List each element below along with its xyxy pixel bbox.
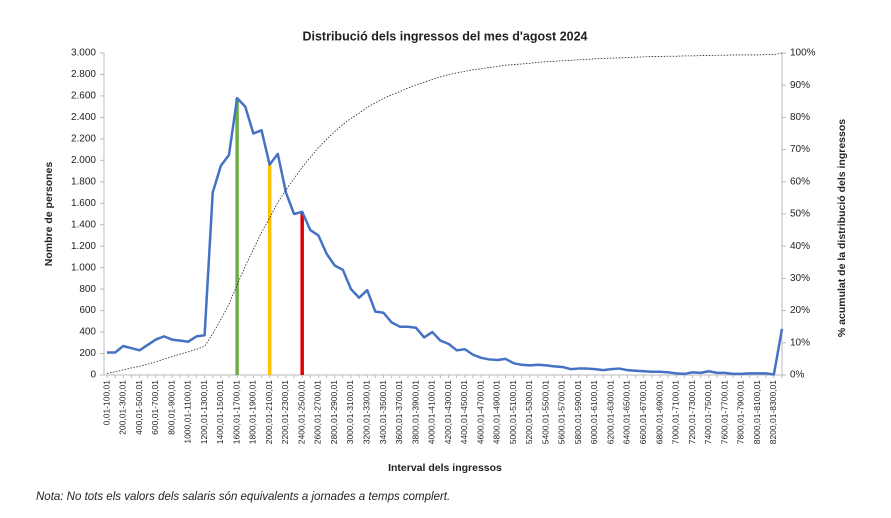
y-tick-label: 400	[79, 327, 96, 338]
y2-tick-label: 40%	[790, 241, 810, 252]
y-tick-label: 2.200	[71, 134, 96, 145]
chart-title: Distribució dels ingressos del mes d'ago…	[302, 29, 587, 43]
y-tick-label: 1.600	[71, 198, 96, 209]
x-tick-label: 2600,01-2700,01	[313, 380, 323, 445]
x-tick-label: 6200,01-6300,01	[605, 380, 615, 445]
y2-tick-label: 70%	[790, 144, 810, 155]
y-tick-label: 1.000	[71, 262, 96, 273]
x-tick-label: 5000,01-5100,01	[508, 380, 518, 445]
x-tick-label: 4600,01-4700,01	[475, 380, 485, 445]
x-tick-label: 8000,01-8100,01	[752, 380, 762, 445]
y2-tick-label: 20%	[790, 305, 810, 316]
y2-tick-label: 50%	[790, 209, 810, 220]
x-tick-label: 5200,01-5300,01	[524, 380, 534, 445]
x-tick-label: 4200,01-4300,01	[443, 380, 453, 445]
x-tick-label: 3800,01-3900,01	[410, 380, 420, 445]
x-tick-label: 1400,01-1500,01	[215, 380, 225, 445]
x-tick-label: 8200,01-8300,01	[768, 380, 778, 445]
x-tick-label: 600,01-700,01	[150, 380, 160, 435]
x-tick-label: 7000,01-7100,01	[671, 380, 681, 445]
y2-tick-label: 100%	[790, 48, 816, 59]
x-tick-label: 2800,01-2900,01	[329, 380, 339, 445]
y-tick-label: 800	[79, 284, 96, 295]
x-tick-label: 2000,01-2100,01	[264, 380, 274, 445]
x-tick-label: 800,01-900,01	[166, 380, 176, 435]
x-tick-label: 1600,01-1700,01	[231, 380, 241, 445]
y2-tick-label: 90%	[790, 80, 810, 91]
y-tick-label: 1.200	[71, 241, 96, 252]
x-tick-label: 5800,01-5900,01	[573, 380, 583, 445]
y-tick-label: 600	[79, 305, 96, 316]
y-tick-label: 1.800	[71, 176, 96, 187]
x-tick-label: 6000,01-6100,01	[589, 380, 599, 445]
y-tick-label: 1.400	[71, 219, 96, 230]
x-tick-label: 5600,01-5700,01	[557, 380, 567, 445]
x-tick-label: 7200,01-7300,01	[687, 380, 697, 445]
y2-tick-label: 60%	[790, 176, 810, 187]
y-tick-label: 2.600	[71, 91, 96, 102]
x-tick-label: 7800,01-7900,01	[736, 380, 746, 445]
x-tick-label: 3000,01-3100,01	[345, 380, 355, 445]
y2-tick-label: 80%	[790, 112, 810, 123]
x-tick-label: 7400,01-7500,01	[703, 380, 713, 445]
x-tick-label: 7600,01-7700,01	[719, 380, 729, 445]
x-tick-label: 3200,01-3300,01	[361, 380, 371, 445]
y-tick-label: 2.400	[71, 112, 96, 123]
x-tick-label: 4800,01-4900,01	[492, 380, 502, 445]
y2-axis-title: % acumulat de la distribució dels ingres…	[836, 119, 848, 337]
x-tick-label: 1800,01-1900,01	[248, 380, 258, 445]
y2-tick-label: 30%	[790, 273, 810, 284]
y2-tick-label: 0%	[790, 370, 805, 381]
series-line	[107, 96, 784, 376]
x-tick-label: 2400,01-2500,01	[296, 380, 306, 445]
x-tick-label: 3400,01-3500,01	[378, 380, 388, 445]
x-tick-label: 6800,01-6900,01	[654, 380, 664, 445]
y-tick-label: 2.000	[71, 155, 96, 166]
x-tick-label: 200,01-300,01	[118, 380, 128, 435]
x-tick-label: 6400,01-6500,01	[622, 380, 632, 445]
x-tick-label: 6600,01-6700,01	[638, 380, 648, 445]
y-axis-title: Nombre de persones	[43, 162, 55, 267]
x-axis-title: Interval dels ingressos	[388, 462, 502, 474]
x-tick-label: 1200,01-1300,01	[199, 380, 209, 445]
cumulative-line	[106, 52, 783, 374]
x-tick-label: 3600,01-3700,01	[394, 380, 404, 445]
footnote: Nota: No tots els valors dels salaris só…	[36, 491, 450, 503]
x-tick-label: 4400,01-4500,01	[459, 380, 469, 445]
x-tick-label: 0,01-100,01	[101, 380, 111, 426]
x-tick-label: 400,01-500,01	[134, 380, 144, 435]
x-tick-label: 2200,01-2300,01	[280, 380, 290, 445]
y-tick-label: 3.000	[71, 48, 96, 59]
y-tick-label: 200	[79, 348, 96, 359]
y2-tick-label: 10%	[790, 337, 810, 348]
x-tick-label: 5400,01-5500,01	[540, 380, 550, 445]
y-tick-label: 2.800	[71, 69, 96, 80]
y-tick-label: 0	[90, 370, 96, 381]
x-tick-label: 1000,01-1100,01	[183, 380, 193, 444]
x-tick-label: 4000,01-4100,01	[427, 380, 437, 445]
